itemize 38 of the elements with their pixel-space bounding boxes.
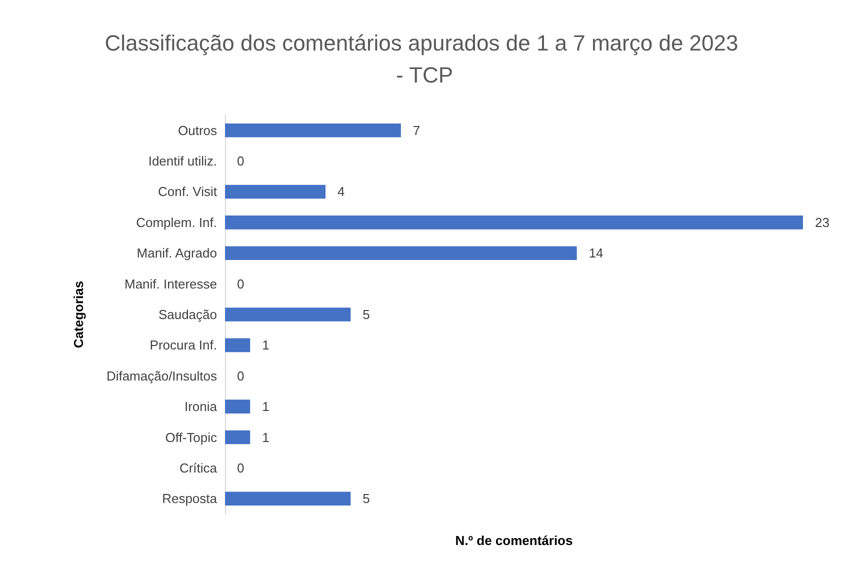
- bar: [225, 308, 351, 322]
- data-label: 1: [262, 399, 270, 414]
- x-axis-title: N.º de comentários: [455, 533, 573, 548]
- bar: [225, 246, 577, 260]
- y-axis-title: Categorias: [71, 280, 86, 348]
- y-tick-label: Manif. Agrado: [136, 246, 217, 261]
- bar: [225, 492, 351, 506]
- data-label: 7: [412, 122, 420, 138]
- data-label: 0: [237, 368, 244, 384]
- data-label: 14: [588, 246, 604, 261]
- bar: [225, 338, 250, 352]
- bar: [225, 123, 401, 138]
- data-label: 23: [815, 214, 830, 230]
- y-tick-label: Resposta: [162, 491, 218, 506]
- y-tick-label: Off-Topic: [165, 430, 218, 445]
- bar: [225, 184, 326, 199]
- bar: [225, 216, 803, 230]
- bar: [225, 400, 250, 414]
- y-tick-label: Difamação/Insultos: [106, 368, 218, 384]
- data-label: 0: [237, 460, 244, 476]
- y-tick-label: Procura Inf.: [150, 338, 217, 353]
- y-tick-label: Manif. Interesse: [124, 276, 217, 292]
- data-label: 5: [362, 307, 370, 322]
- y-tick-label: Ironia: [184, 399, 218, 414]
- y-tick-label: Crítica: [179, 460, 218, 476]
- data-label: 1: [262, 338, 270, 353]
- data-label: 1: [262, 430, 270, 445]
- data-label: 0: [237, 154, 244, 169]
- y-tick-label: Conf. Visit: [158, 184, 218, 200]
- data-label: 5: [362, 491, 370, 506]
- y-tick-label: Complem. Inf.: [136, 214, 217, 230]
- y-tick-label: Outros: [178, 122, 218, 138]
- y-tick-label: Saudação: [158, 307, 217, 322]
- bar: [225, 430, 250, 444]
- y-tick-label: Identif utiliz.: [148, 154, 217, 169]
- data-label: 0: [237, 276, 244, 292]
- data-label: 4: [338, 184, 345, 200]
- chart-title: Classificação dos comentários apurados de 1 a 7 março de 2023 - TCP: [104, 30, 738, 88]
